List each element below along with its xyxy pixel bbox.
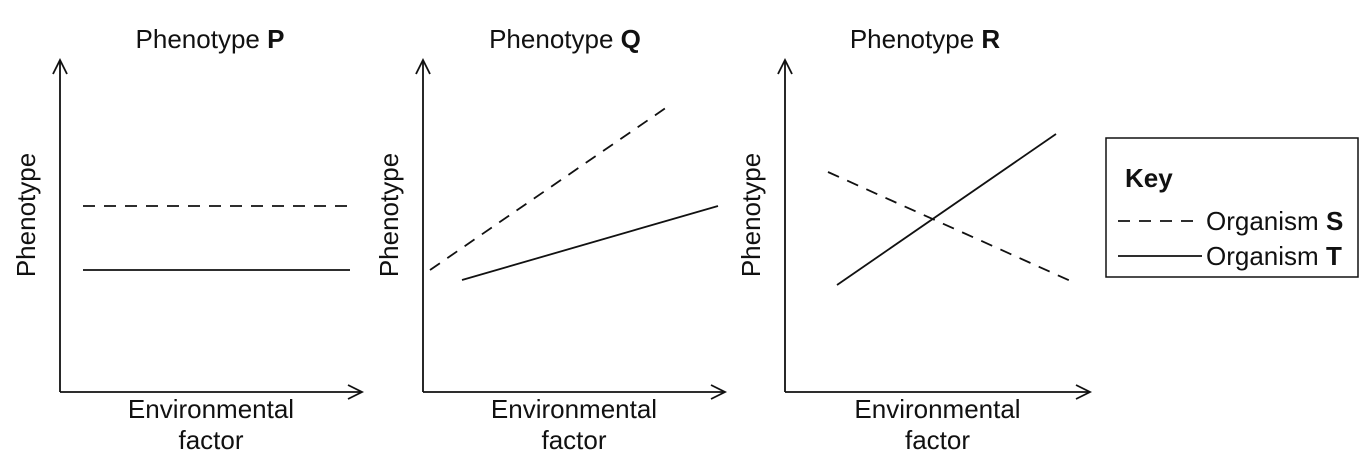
- x-axis-label: factor: [905, 425, 970, 455]
- title-letter: Q: [621, 24, 641, 54]
- x-axis-label: factor: [541, 425, 606, 455]
- organism-t-line: [461, 205, 719, 281]
- y-axis-label: Phenotype: [374, 153, 404, 277]
- y-axis-label: Phenotype: [11, 153, 41, 277]
- key-box: [1105, 137, 1359, 278]
- y-arrow: [415, 57, 431, 75]
- panel-title: Phenotype R: [850, 24, 1001, 54]
- title-text: Phenotype: [136, 24, 260, 54]
- x-axis-label: Environmental: [491, 394, 657, 424]
- organism-s-line: [827, 171, 1076, 284]
- y-axis-label: Phenotype: [736, 153, 766, 277]
- title-letter: R: [981, 24, 1000, 54]
- title-letter: P: [267, 24, 284, 54]
- x-axis-label: factor: [178, 425, 243, 455]
- x-axis-label: Environmental: [128, 394, 294, 424]
- x-arrow: [347, 384, 365, 400]
- title-text: Phenotype: [850, 24, 974, 54]
- key-entry: Organism S: [1206, 206, 1343, 236]
- key-entry: Organism T: [1206, 241, 1342, 271]
- title-text: Phenotype: [489, 24, 613, 54]
- key-title: Key: [1125, 163, 1173, 193]
- y-arrow: [777, 57, 793, 75]
- y-arrow: [52, 57, 68, 75]
- organism-t-line: [836, 133, 1057, 286]
- x-arrow: [1075, 384, 1093, 400]
- x-arrow: [710, 384, 728, 400]
- organism-s-line: [429, 104, 671, 271]
- x-axis-label: Environmental: [854, 394, 1020, 424]
- panel-title: Phenotype Q: [489, 24, 641, 54]
- panel-title: Phenotype P: [136, 24, 285, 54]
